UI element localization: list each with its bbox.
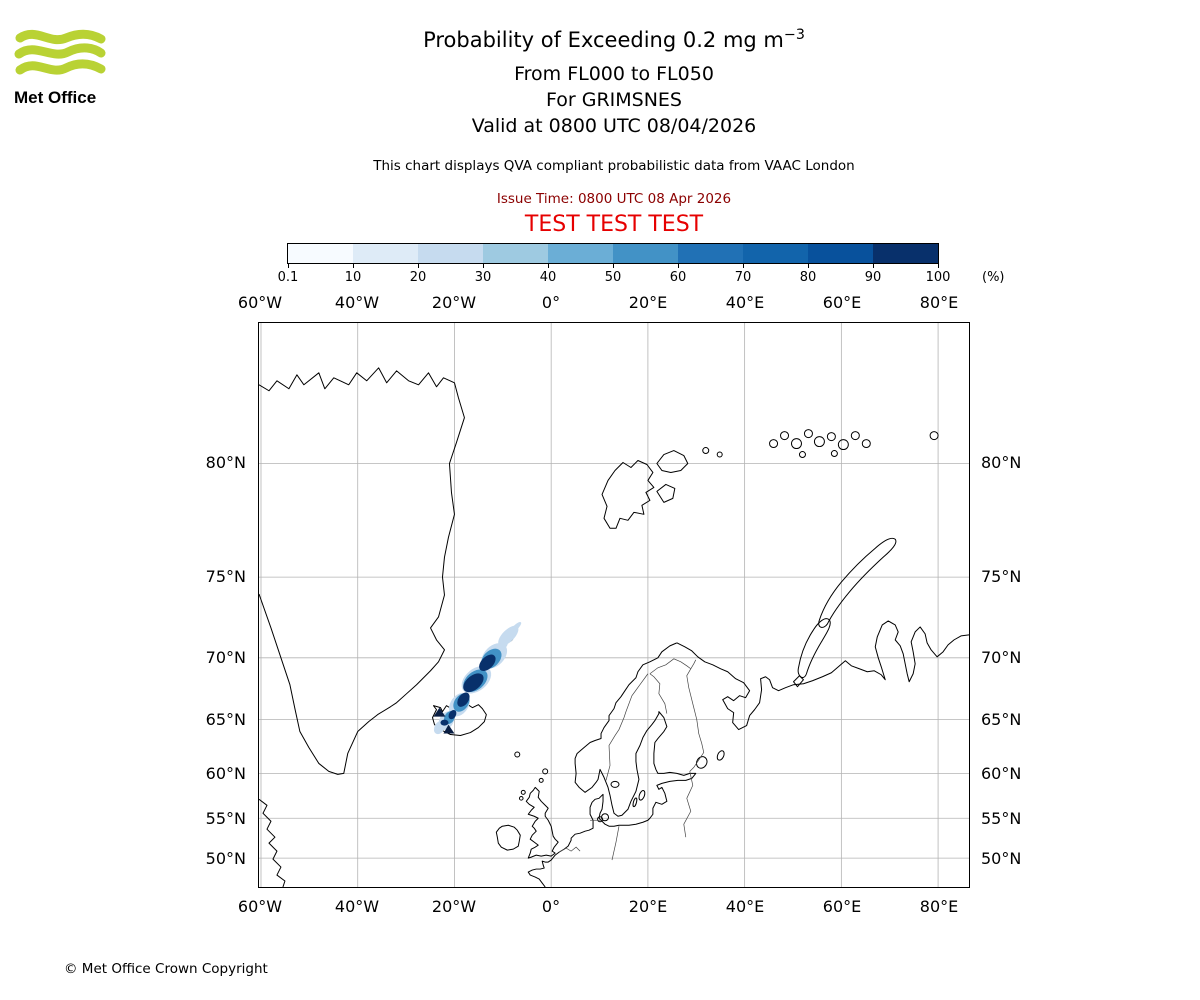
colorbar-tick (483, 264, 484, 268)
issue-time-line: Issue Time: 0800 UTC 08 Apr 2026 (496, 191, 732, 207)
lon-top-label: 40°E (725, 293, 765, 312)
lat-left-label: 50°N (205, 849, 246, 868)
logo-waves-icon (14, 29, 106, 75)
lat-left-label: 80°N (205, 453, 246, 472)
colorbar-tick-label: 90 (864, 270, 882, 285)
colorbar-segment (678, 244, 743, 263)
colorbar-tick-label: 70 (734, 270, 752, 285)
colorbar-tick (548, 264, 549, 268)
lon-top-label: 60°W (237, 293, 283, 312)
map-frame (258, 322, 970, 888)
colorbar-segment (548, 244, 613, 263)
lakes (610, 750, 725, 788)
copyright-notice: © Met Office Crown Copyright (64, 961, 268, 977)
colorbar-tick (613, 264, 614, 268)
lat-left-label: 65°N (205, 710, 246, 729)
lat-right-label: 50°N (981, 849, 1022, 868)
lat-left-label: 75°N (205, 567, 246, 586)
colorbar-tick (418, 264, 419, 268)
colorbar-tick-label: 30 (474, 270, 492, 285)
faroe-islands (514, 751, 521, 758)
colorbar-gradient (287, 243, 939, 264)
colorbar-tick-label: 20 (409, 270, 427, 285)
ireland-coast (495, 824, 521, 851)
franz-josef-land (769, 429, 939, 459)
colorbar-tick-label: 50 (604, 270, 622, 285)
lon-top-label: 0° (541, 293, 561, 312)
lat-left-label: 60°N (205, 764, 246, 783)
colorbar-tick-label: 100 (925, 270, 951, 285)
ash-plume-high (440, 654, 496, 726)
colorbar-segment (613, 244, 678, 263)
graticule (259, 323, 969, 887)
colorbar-tick-label: 0.1 (277, 270, 299, 285)
colorbar-tick (678, 264, 679, 268)
svalbard-coast (601, 460, 655, 529)
map-canvas (259, 323, 969, 887)
page-title: Probability of Exceeding 0.2 mg m−3 (30, 27, 1198, 52)
qva-info-line: This chart displays QVA compliant probab… (373, 158, 855, 174)
great-britain-coast (525, 786, 559, 859)
colorbar-tick-label: 10 (344, 270, 362, 285)
lat-right-label: 65°N (981, 710, 1022, 729)
colorbar-segment (483, 244, 548, 263)
colorbar-segment (808, 244, 873, 263)
colorbar-tick (873, 264, 874, 268)
colorbar-unit: (%) (982, 270, 1005, 285)
colorbar-tick-label: 40 (539, 270, 557, 285)
lon-bottom-label: 40°E (725, 897, 765, 916)
lat-left-label: 55°N (205, 809, 246, 828)
valid-time-line: Valid at 0800 UTC 08/04/2026 (471, 115, 757, 137)
colorbar-tick (353, 264, 354, 268)
greenland-coast (259, 367, 465, 775)
scandinavia-europe-coast (527, 642, 697, 887)
logo-wordmark: Met Office (14, 88, 97, 107)
colorbar-tick-label: 80 (799, 270, 817, 285)
lon-top-label: 80°E (919, 293, 959, 312)
russia-arctic-coast (676, 620, 969, 731)
title-text: Probability of Exceeding 0.2 mg m (423, 28, 784, 52)
colorbar-tick (288, 264, 289, 268)
lon-top-label: 20°W (431, 293, 477, 312)
labrador-coast (259, 798, 286, 887)
lat-left-label: 70°N (205, 648, 246, 667)
title-superscript: −3 (783, 27, 805, 43)
flight-level-line: From FL000 to FL050 (514, 63, 714, 85)
lon-bottom-label: 80°E (919, 897, 959, 916)
lat-right-label: 60°N (981, 764, 1022, 783)
colorbar-segment (353, 244, 418, 263)
colorbar-scale: (%) 0.1 10 20 30 40 50 60 70 80 90 100 (278, 264, 1005, 290)
met-office-logo: Met Office (14, 26, 109, 108)
lon-bottom-label: 20°E (628, 897, 668, 916)
lat-right-label: 80°N (981, 453, 1022, 472)
volcano-markers (433, 707, 455, 734)
lon-bottom-label: 60°W (237, 897, 283, 916)
test-banner: TEST TEST TEST (524, 212, 704, 237)
lon-top-label: 40°W (334, 293, 380, 312)
lon-bottom-label: 60°E (822, 897, 862, 916)
colorbar-tick-label: 60 (669, 270, 687, 285)
colorbar-segment (873, 244, 938, 263)
lon-bottom-label: 20°W (431, 897, 477, 916)
lon-bottom-label: 0° (541, 897, 561, 916)
iceland-coast (432, 703, 487, 737)
probability-colorbar: (%) 0.1 10 20 30 40 50 60 70 80 90 100 (278, 243, 1005, 290)
lon-top-label: 20°E (628, 293, 668, 312)
lat-right-label: 55°N (981, 809, 1022, 828)
novaya-zemlya (818, 537, 897, 628)
lat-right-label: 75°N (981, 567, 1022, 586)
colorbar-segment (418, 244, 483, 263)
colorbar-segment (288, 244, 353, 263)
coastlines (259, 367, 969, 887)
lon-top-label: 60°E (822, 293, 862, 312)
colorbar-tick (808, 264, 809, 268)
lon-bottom-label: 40°W (334, 897, 380, 916)
lat-right-label: 70°N (981, 648, 1022, 667)
colorbar-segment (743, 244, 808, 263)
colorbar-tick (938, 264, 939, 268)
country-borders (558, 658, 705, 861)
colorbar-tick (743, 264, 744, 268)
volcano-line: For GRIMSNES (546, 89, 682, 111)
